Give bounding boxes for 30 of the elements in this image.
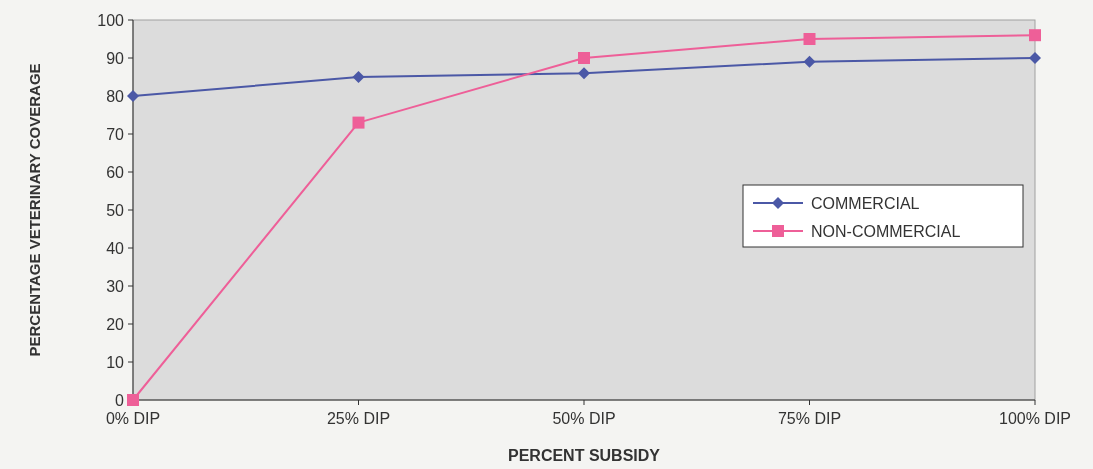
point — [578, 67, 590, 80]
x-tick-label: 0% DIP — [105, 410, 161, 427]
x-tick-label: 25% DIP — [326, 410, 391, 427]
y-tick-label: 60 — [106, 163, 125, 181]
y-tick-label: 90 — [106, 49, 125, 67]
y-tick-label: 10 — [106, 353, 125, 371]
point — [578, 52, 590, 64]
point — [1029, 52, 1041, 64]
y-axis-title: PERCENTAGE VETERINARY COVERAGE — [26, 63, 43, 357]
y-tick-label: 20 — [106, 315, 125, 333]
point — [1029, 29, 1041, 42]
y-tick-label: 80 — [106, 87, 125, 105]
x-tick-label: 100% DIP — [998, 410, 1072, 427]
point — [127, 394, 139, 406]
x-tick-label: 50% DIP — [552, 410, 616, 427]
x-tick-label: 75% DIP — [777, 410, 842, 427]
y-tick-label: 50 — [106, 201, 125, 219]
point — [127, 90, 139, 102]
x-axis-title: PERCENT SUBSIDY — [507, 447, 661, 464]
y-tick-label: 0 — [115, 391, 125, 409]
legend-label: COMMERCIAL — [811, 194, 920, 212]
point — [803, 33, 816, 45]
y-tick-label: 100 — [97, 11, 125, 29]
point — [352, 71, 365, 83]
point — [352, 116, 365, 129]
y-tick-label: 40 — [106, 239, 125, 257]
point — [803, 55, 816, 68]
y-tick-label: 70 — [106, 125, 125, 143]
y-tick-label: 30 — [106, 277, 125, 295]
legend-label: NON-COMMERCIAL — [811, 222, 961, 240]
